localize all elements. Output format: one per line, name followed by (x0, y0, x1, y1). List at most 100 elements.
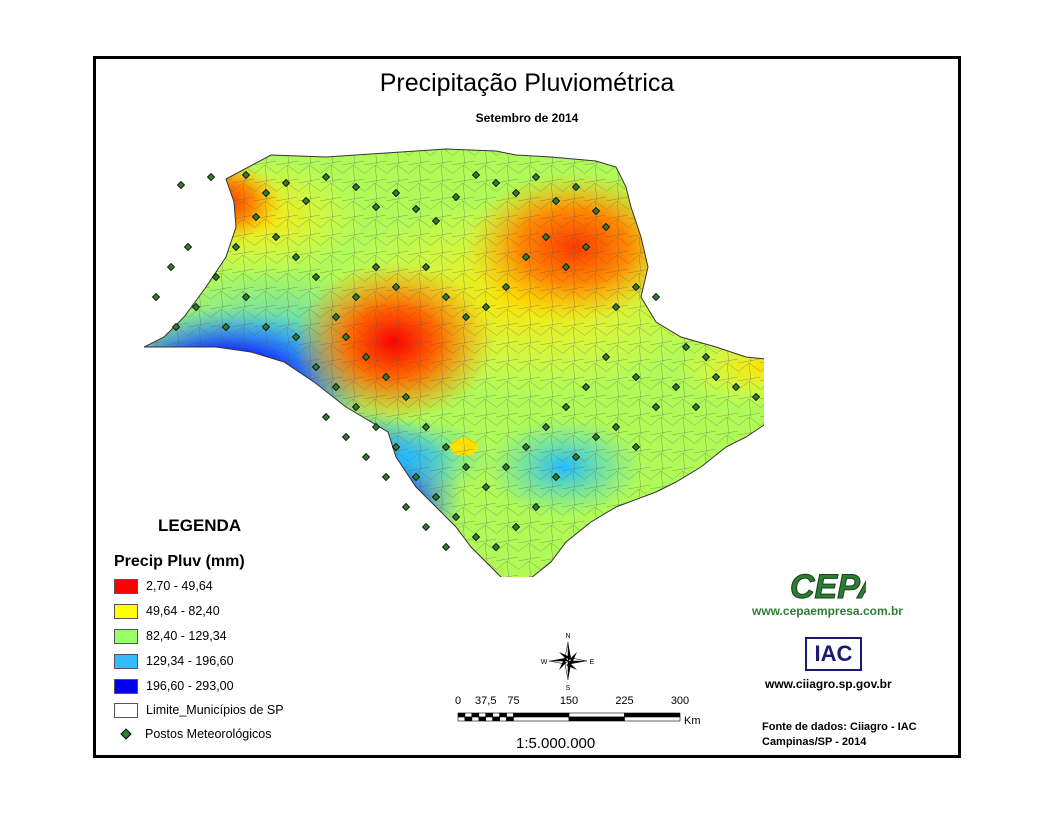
station-marker (491, 178, 501, 188)
station-marker (481, 302, 491, 312)
station-marker (151, 292, 161, 302)
station-marker (411, 204, 421, 214)
station-marker (561, 262, 571, 272)
station-marker (351, 182, 361, 192)
scale-ratio: 1:5.000.000 (516, 735, 596, 752)
station-marker (441, 542, 451, 552)
station-marker (441, 442, 451, 452)
scale-bar: 0 37,5 75 150 225 300 Km (455, 695, 701, 727)
station-marker (581, 242, 591, 252)
legend-label: 49,64 - 82,40 (146, 604, 220, 618)
station-marker (501, 282, 511, 292)
station-marker (381, 372, 391, 382)
map-title: Precipitação Pluviométrica (379, 69, 675, 97)
scale-segment (492, 712, 500, 718)
station-marker (401, 392, 411, 402)
data-source: Fonte de dados: Ciiagro - IAC (762, 721, 917, 733)
station-marker (176, 180, 186, 190)
station-marker (591, 432, 601, 442)
station-marker (361, 452, 371, 462)
station-marker (341, 332, 351, 342)
station-marker (731, 382, 741, 392)
scale-segment (513, 712, 570, 718)
scale-segment (471, 716, 480, 722)
scale-tick-label: 225 (615, 695, 633, 707)
station-marker (591, 206, 601, 216)
station-marker (461, 462, 471, 472)
legend-item-boundary: Limite_Municípios de SP (114, 701, 284, 719)
station-marker (321, 412, 331, 422)
scale-segment (464, 712, 473, 718)
legend-swatch-boundary (114, 702, 138, 718)
station-marker (441, 292, 451, 302)
station-marker (671, 382, 681, 392)
station-marker (371, 202, 381, 212)
station-marker (491, 542, 501, 552)
scale-tick-label: 37,5 (475, 695, 496, 707)
station-marker (301, 196, 311, 206)
station-marker (331, 382, 341, 392)
station-marker (631, 372, 641, 382)
station-marker (231, 242, 241, 252)
iac-url[interactable]: www.ciiagro.sp.gov.br (765, 677, 892, 691)
station-marker (341, 432, 351, 442)
station-marker (471, 532, 481, 542)
station-marker (711, 372, 721, 382)
station-marker (701, 352, 711, 362)
station-marker (361, 352, 371, 362)
legend-item-class-4: 129,34 - 196,60 (114, 652, 234, 670)
station-marker (471, 170, 481, 180)
station-marker (651, 292, 661, 302)
station-marker (501, 462, 511, 472)
scale-segment (457, 716, 466, 722)
station-marker (531, 172, 541, 182)
scale-segment (492, 716, 500, 722)
station-marker (421, 522, 431, 532)
legend-label: Postos Meteorológicos (145, 727, 272, 741)
station-marker (421, 262, 431, 272)
station-marker (166, 262, 176, 272)
station-marker (271, 232, 281, 242)
scale-tick-label: 150 (560, 695, 578, 707)
scale-segment (499, 712, 507, 718)
station-marker (611, 302, 621, 312)
station-marker (391, 188, 401, 198)
scale-segment (499, 716, 507, 722)
legend-swatch (114, 653, 138, 669)
station-marker (351, 292, 361, 302)
compass-s: S (566, 685, 571, 691)
station-marker (431, 492, 441, 502)
cepa-url[interactable]: www.cepaempresa.com.br (752, 604, 903, 618)
station-marker (206, 172, 216, 182)
station-marker (521, 442, 531, 452)
legend-label: 82,40 - 129,34 (146, 629, 227, 643)
legend-item-class-1: 2,70 - 49,64 (114, 577, 213, 595)
legend-title: LEGENDA (158, 516, 242, 535)
legend-label: 196,60 - 293,00 (146, 679, 234, 693)
station-marker (251, 212, 261, 222)
scale-segment (506, 716, 514, 722)
station-marker (261, 322, 271, 332)
compass-n: N (565, 633, 570, 640)
station-marker (311, 272, 321, 282)
scale-segment (485, 716, 493, 722)
station-marker-icon (120, 728, 132, 740)
legend-swatch (114, 603, 138, 619)
scale-tick-label: 0 (455, 695, 461, 707)
station-marker (381, 472, 391, 482)
station-marker (371, 422, 381, 432)
station-marker (581, 382, 591, 392)
cepa-logo-text: CEPA (790, 568, 866, 604)
cepa-logo: CEPA (790, 568, 867, 605)
station-marker (611, 422, 621, 432)
station-marker (261, 188, 271, 198)
scale-segment (478, 712, 487, 718)
station-marker (241, 170, 251, 180)
map-subtitle: Setembro de 2014 (475, 111, 579, 125)
precipitation-map (144, 148, 764, 577)
station-marker (371, 262, 381, 272)
station-marker (351, 402, 361, 412)
station-marker (391, 442, 401, 452)
station-marker (601, 222, 611, 232)
station-marker (541, 232, 551, 242)
